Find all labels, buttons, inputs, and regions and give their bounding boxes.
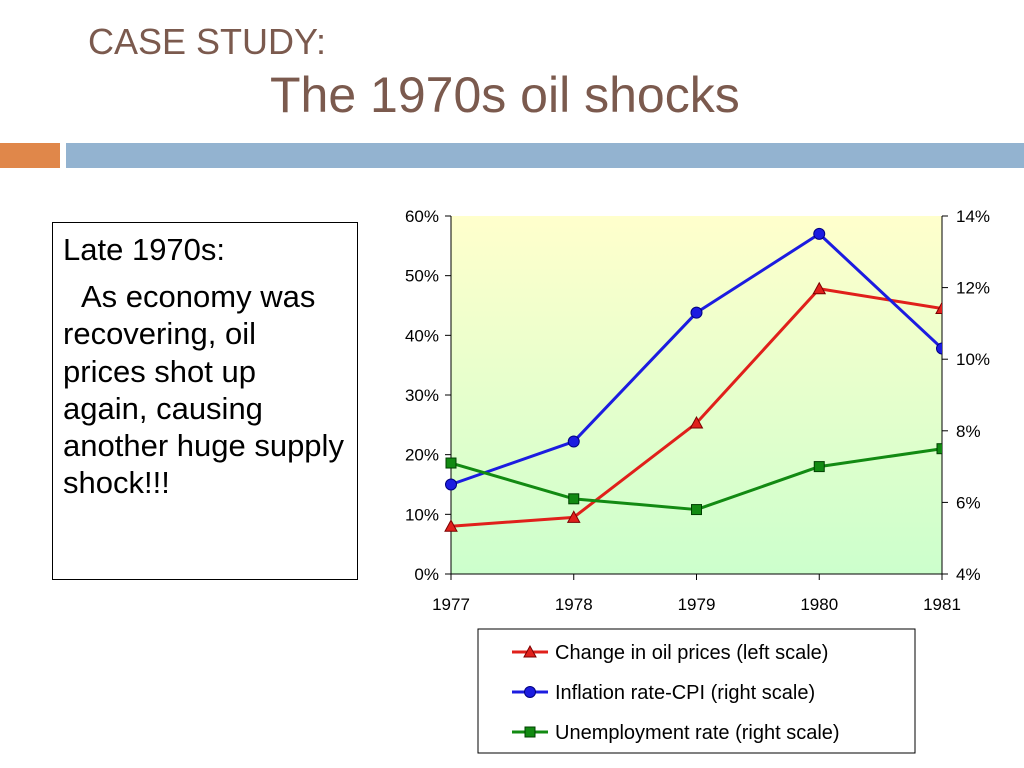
data-point [936,342,942,355]
text-box-heading: Late 1970s: [63,232,226,267]
legend-marker [524,726,536,738]
left-tick-label: 30% [405,386,439,405]
slide-title: The 1970s oil shocks [270,67,740,123]
left-tick-label: 0% [414,565,439,584]
legend-marker [523,644,537,658]
left-tick-label: 40% [405,326,439,345]
legend-label: Change in oil prices (left scale) [555,642,828,664]
right-tick-label: 8% [956,422,981,441]
legend-box [477,628,916,754]
data-point [812,281,827,295]
x-tick-label: 1977 [432,595,470,614]
series-group [444,281,942,532]
left-tick-label: 50% [405,267,439,286]
data-point [444,519,458,532]
data-point [936,443,942,455]
right-tick-label: 4% [956,565,981,584]
x-tick-label: 1981 [923,595,961,614]
text-box: Late 1970s: As economy was recovering, o… [52,222,358,580]
data-point [813,461,825,473]
x-tick-label: 1980 [800,595,838,614]
right-tick-label: 6% [956,493,981,512]
orange-accent-bar [0,143,60,168]
legend-marker [524,686,536,698]
data-point [445,457,457,469]
data-point [813,227,826,240]
series-group [445,443,942,516]
slide-subtitle: CASE STUDY: [88,21,327,62]
right-tick-label: 12% [956,279,990,298]
x-tick-label: 1979 [678,595,716,614]
x-tick-label: 1978 [555,595,593,614]
data-point [567,435,580,448]
legend-label: Unemployment rate (right scale) [555,722,840,744]
blue-accent-bar [66,143,1024,168]
right-tick-label: 10% [956,350,990,369]
data-point [445,478,457,491]
data-point [689,415,704,429]
data-point [935,301,942,314]
left-tick-label: 60% [405,207,439,226]
data-point [568,493,580,505]
right-tick-label: 14% [956,207,990,226]
series-group [445,227,942,491]
left-tick-label: 20% [405,446,439,465]
data-point [690,306,703,319]
data-point [566,510,581,523]
data-point [691,504,702,516]
legend-label: Inflation rate-CPI (right scale) [555,682,815,704]
text-box-body: As economy was recovering, oil prices sh… [63,279,344,501]
left-tick-label: 10% [405,505,439,524]
